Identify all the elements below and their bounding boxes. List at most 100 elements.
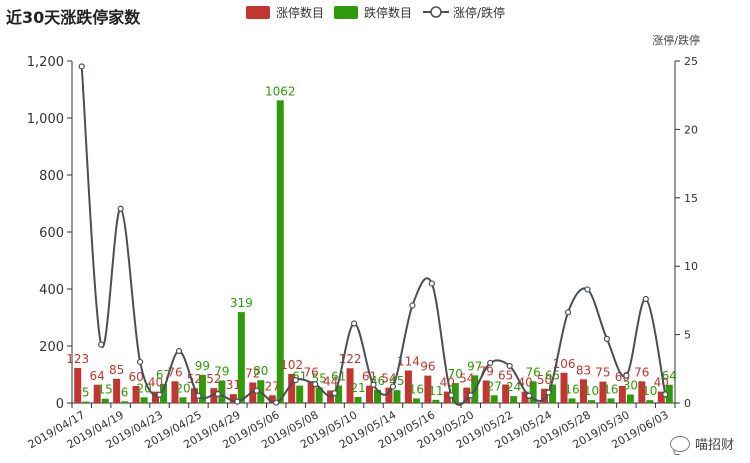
bar-down bbox=[121, 401, 129, 403]
bar-up bbox=[638, 381, 646, 403]
bar-up-label: 44 bbox=[323, 374, 338, 388]
y-tick-label: 600 bbox=[39, 226, 64, 241]
bar-down-label: 20 bbox=[136, 381, 151, 395]
bar-up bbox=[307, 381, 315, 403]
ratio-point bbox=[195, 392, 202, 399]
bar-up-label: 123 bbox=[66, 352, 89, 366]
bar-up bbox=[541, 388, 549, 403]
bar-up-label: 27 bbox=[265, 379, 280, 393]
ratio-point bbox=[98, 341, 105, 348]
ratio-point bbox=[292, 377, 299, 384]
y-tick-label: 400 bbox=[39, 283, 64, 298]
bar-up bbox=[268, 395, 276, 403]
bar-up-label: 76 bbox=[634, 365, 649, 379]
legend-label: 跌停数目 bbox=[364, 5, 412, 20]
bar-down-label: 27 bbox=[487, 379, 502, 393]
ratio-line bbox=[78, 63, 669, 406]
bar-up bbox=[482, 380, 490, 403]
bars bbox=[74, 100, 673, 403]
bar-down bbox=[510, 396, 518, 403]
legend-label: 涨停数目 bbox=[276, 5, 324, 20]
bar-up-label: 40 bbox=[148, 376, 163, 390]
ratio-point bbox=[214, 390, 221, 398]
ratio-point bbox=[273, 399, 280, 406]
bar-down bbox=[490, 395, 498, 403]
bar-up bbox=[152, 391, 160, 403]
y-tick-label: 0 bbox=[56, 397, 64, 412]
bar-up-label: 76 bbox=[304, 365, 319, 379]
bar-up bbox=[288, 373, 296, 403]
bar-up-label: 50 bbox=[537, 373, 552, 387]
bar-up bbox=[385, 387, 393, 403]
legend-swatch bbox=[334, 6, 358, 19]
ratio-point bbox=[234, 398, 241, 405]
bar-down bbox=[296, 385, 304, 403]
ratio-point bbox=[506, 362, 513, 370]
y2-tick-label: 15 bbox=[684, 192, 698, 205]
bar-down-label: 30 bbox=[623, 378, 638, 392]
bar-down-label: 16 bbox=[564, 382, 579, 396]
bar-down-label: 21 bbox=[350, 381, 365, 395]
y-tick-label: 1,200 bbox=[27, 55, 64, 70]
bar-up bbox=[74, 367, 82, 403]
ratio-point bbox=[564, 309, 572, 316]
bar-down bbox=[335, 385, 343, 403]
ratio-point bbox=[156, 391, 163, 398]
bar-up bbox=[113, 378, 121, 403]
ratio-point bbox=[331, 390, 338, 397]
bar-up-label: 72 bbox=[245, 366, 260, 380]
bar-down-label: 11 bbox=[428, 384, 443, 398]
bar-up-label: 64 bbox=[90, 369, 105, 383]
ratio-point bbox=[448, 392, 455, 399]
ratio-point bbox=[603, 335, 611, 342]
bar-down bbox=[101, 398, 109, 403]
legend: 涨停数目 跌停数目 涨停/跌停 bbox=[246, 5, 505, 20]
bar-up bbox=[502, 384, 510, 403]
bar-up-label: 65 bbox=[498, 368, 513, 382]
bar-up bbox=[190, 388, 198, 403]
ratio-point bbox=[409, 302, 416, 309]
ratio-point bbox=[253, 387, 260, 394]
y-tick-label: 200 bbox=[39, 340, 64, 355]
bar-down-label: 70 bbox=[448, 367, 463, 381]
bar-down bbox=[315, 387, 323, 403]
bar-up bbox=[93, 384, 101, 403]
y2-tick-label: 0 bbox=[684, 397, 691, 410]
bar-down bbox=[374, 389, 381, 403]
bar-up bbox=[132, 385, 140, 403]
bar-down bbox=[646, 400, 654, 403]
bar-down-label: 15 bbox=[98, 383, 113, 397]
bar-down bbox=[451, 383, 459, 403]
y2-tick-label: 5 bbox=[684, 329, 691, 342]
bar-up bbox=[463, 387, 471, 403]
bar-up bbox=[366, 385, 373, 403]
bar-up bbox=[171, 381, 179, 403]
bar-down-label: 319 bbox=[230, 296, 253, 310]
y-tick-label: 800 bbox=[39, 169, 64, 184]
bar-up bbox=[346, 368, 354, 403]
ratio-point bbox=[545, 389, 552, 396]
bar-down-label: 5 bbox=[82, 386, 90, 400]
bar-up bbox=[404, 370, 412, 403]
bar-down bbox=[607, 398, 615, 403]
bar-down bbox=[568, 398, 576, 403]
bar-down bbox=[237, 312, 245, 403]
bar-up-label: 54 bbox=[381, 372, 396, 386]
bar-up-label: 96 bbox=[420, 360, 435, 374]
bar-down-label: 16 bbox=[603, 382, 618, 396]
watermark: 喵招财 bbox=[669, 434, 734, 453]
bar-down-label: 76 bbox=[525, 365, 540, 379]
bar-up-label: 106 bbox=[553, 357, 576, 371]
bar-down bbox=[354, 397, 362, 403]
bar-down bbox=[198, 374, 206, 403]
bar-down-label: 10 bbox=[584, 384, 599, 398]
legend-label: 涨停/跌停 bbox=[453, 5, 505, 20]
bar-up bbox=[443, 391, 451, 403]
bar-up-label: 102 bbox=[280, 358, 303, 372]
bar-down-label: 64 bbox=[662, 369, 677, 383]
bar-up-label: 52 bbox=[206, 372, 221, 386]
ratio-point bbox=[136, 358, 144, 366]
bar-down bbox=[140, 397, 148, 403]
bar-down-label: 24 bbox=[506, 380, 521, 394]
